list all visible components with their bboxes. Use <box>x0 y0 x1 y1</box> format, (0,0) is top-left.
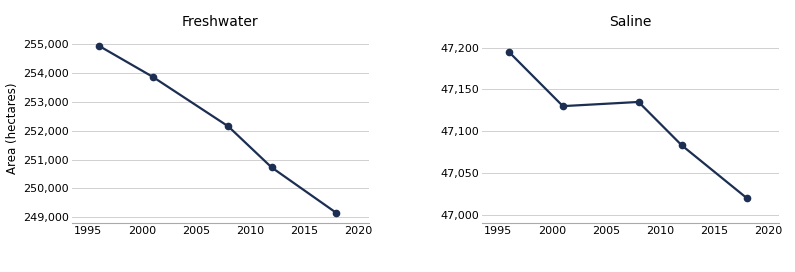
Title: Saline: Saline <box>609 15 652 29</box>
Y-axis label: Area (hectares): Area (hectares) <box>6 82 19 174</box>
Title: Freshwater: Freshwater <box>182 15 258 29</box>
